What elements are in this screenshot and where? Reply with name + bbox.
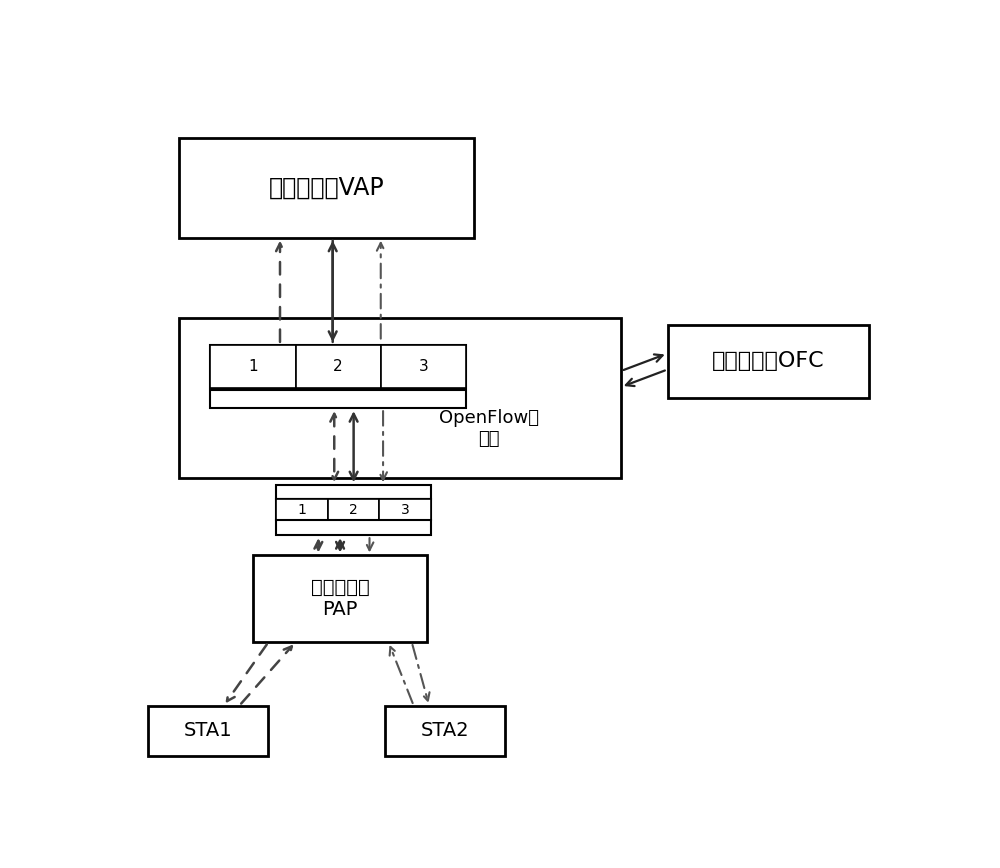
Bar [276,499,328,520]
Text: OpenFlow交
换机: OpenFlow交 换机 [439,409,539,448]
Bar [210,345,466,388]
Bar [210,390,466,408]
Bar [328,499,379,520]
Bar [276,485,431,499]
Bar [276,499,431,520]
Text: 3: 3 [401,503,410,516]
Bar [148,706,268,756]
Text: 1: 1 [298,503,306,516]
Bar [210,345,296,388]
Bar [381,345,466,388]
Text: 2: 2 [349,503,358,516]
Text: STA2: STA2 [420,721,469,740]
Text: 中心控制器OFC: 中心控制器OFC [712,352,825,372]
Bar [179,318,621,478]
Text: 虚拟接入点VAP: 虚拟接入点VAP [269,175,384,200]
Text: 1: 1 [248,359,258,374]
Text: STA1: STA1 [184,721,233,740]
Text: 2: 2 [333,359,343,374]
Bar [385,706,505,756]
Bar [668,325,869,398]
Bar [179,137,474,238]
Bar [276,520,431,536]
Text: 3: 3 [418,359,428,374]
Bar [296,345,381,388]
Bar [379,499,431,520]
Text: 物理接入点
PAP: 物理接入点 PAP [311,578,369,619]
Bar [253,556,427,642]
